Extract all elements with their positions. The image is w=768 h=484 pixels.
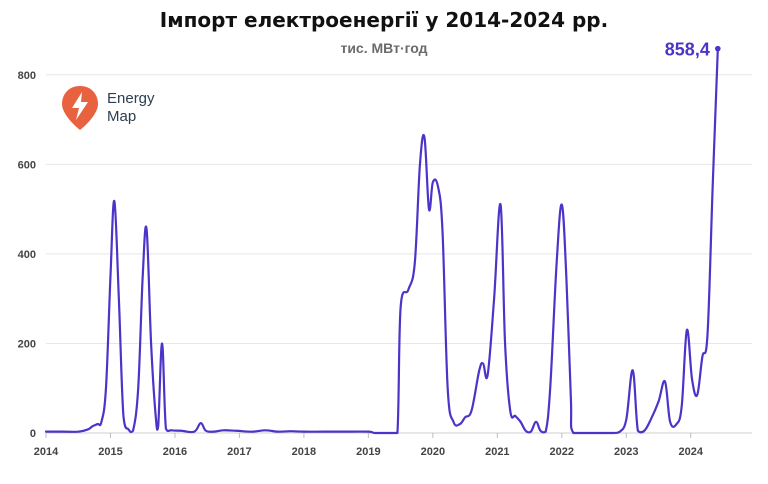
last-value-label: 858,4 <box>665 40 710 60</box>
x-tick-label: 2014 <box>34 446 59 458</box>
x-tick-label: 2024 <box>679 446 704 458</box>
y-tick-label: 0 <box>30 428 36 440</box>
x-tick-label: 2022 <box>550 446 574 458</box>
x-tick-label: 2023 <box>614 446 638 458</box>
x-tick-label: 2018 <box>292 446 316 458</box>
chart-subtitle: тис. МВт·год <box>340 40 428 56</box>
map-pin-lightning-icon <box>62 86 98 130</box>
x-tick-label: 2020 <box>421 446 445 458</box>
y-tick-label: 200 <box>18 338 36 350</box>
series-line <box>44 47 719 435</box>
x-tick-label: 2016 <box>163 446 187 458</box>
chart-title: Імпорт електроенергії у 2014-2024 рр. <box>159 8 609 32</box>
logo-line1: Energy <box>107 90 155 107</box>
x-tick-label: 2015 <box>98 446 122 458</box>
logo-line2: Map <box>107 108 137 125</box>
last-point-marker <box>715 45 721 52</box>
y-tick-label: 800 <box>18 70 36 82</box>
x-tick-label: 2021 <box>485 446 509 458</box>
energy-map-logo: Energy Map <box>60 84 180 132</box>
y-tick-label: 400 <box>18 249 36 261</box>
x-tick-label: 2017 <box>227 446 251 458</box>
logo-text: Energy Map <box>107 90 155 126</box>
y-tick-label: 600 <box>18 159 36 171</box>
x-tick-label: 2019 <box>356 446 380 458</box>
